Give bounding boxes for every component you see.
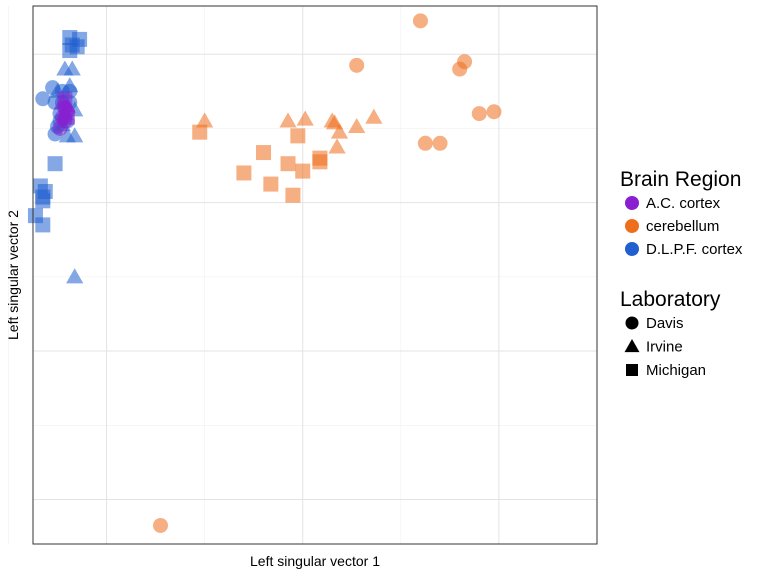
data-point-cerebellum-irvine xyxy=(279,112,297,128)
data-point-cerebellum-michigan xyxy=(236,165,252,181)
legend-label-davis: Davis xyxy=(646,315,684,332)
data-point-cerebellum-davis xyxy=(486,104,502,120)
data-point-a-c-cortex-michigan xyxy=(59,109,75,125)
grid-lines xyxy=(8,6,598,544)
data-point-cerebellum-irvine xyxy=(196,112,214,128)
y-axis-title: Left singular vector 2 xyxy=(5,210,21,340)
legend-key-d-l-p-f-cortex xyxy=(625,242,639,256)
data-point-d-l-p-f-cortex-michigan xyxy=(47,156,63,172)
data-point-cerebellum-michigan xyxy=(290,128,306,144)
legend-key-davis xyxy=(625,316,639,330)
legend-key-irvine xyxy=(624,339,640,353)
data-point-cerebellum-irvine xyxy=(296,110,314,126)
data-point-cerebellum-michigan xyxy=(280,156,296,172)
legend-label-irvine: Irvine xyxy=(646,339,683,356)
data-point-cerebellum-michigan xyxy=(192,124,208,140)
data-point-d-l-p-f-cortex-irvine xyxy=(63,60,81,76)
legend-laboratory: Laboratory Davis Irvine Michigan xyxy=(620,288,721,379)
legend-label-michigan: Michigan xyxy=(646,362,706,379)
data-point-cerebellum-irvine xyxy=(348,117,366,134)
data-point-cerebellum-michigan xyxy=(285,187,301,203)
data-point-cerebellum-davis xyxy=(153,517,169,533)
data-point-d-l-p-f-cortex-michigan xyxy=(62,43,78,59)
legend-label-d-l-p-f-cortex: D.L.P.F. cortex xyxy=(646,241,743,258)
legend-label-cerebellum: cerebellum xyxy=(646,218,719,235)
data-point-d-l-p-f-cortex-irvine xyxy=(66,268,84,284)
plot-panel-border xyxy=(32,5,598,545)
data-point-cerebellum-davis xyxy=(452,61,468,77)
data-point-cerebellum-irvine xyxy=(365,108,383,124)
legend-brain-region-title: Brain Region xyxy=(620,168,741,191)
x-axis-title: Left singular vector 1 xyxy=(250,553,380,569)
data-point-d-l-p-f-cortex-michigan xyxy=(35,193,51,209)
data-point-cerebellum-davis xyxy=(471,106,487,122)
data-point-cerebellum-irvine xyxy=(328,138,346,154)
legend-key-cerebellum xyxy=(625,219,639,233)
data-point-d-l-p-f-cortex-michigan xyxy=(35,217,51,233)
data-point-cerebellum-davis xyxy=(432,135,448,151)
data-point-cerebellum-michigan xyxy=(312,150,328,166)
data-point-a-c-cortex-michigan xyxy=(57,91,73,107)
data-point-cerebellum-irvine xyxy=(330,123,349,139)
legend-label-a-c-cortex: A.C. cortex xyxy=(646,195,721,212)
data-point-cerebellum-davis xyxy=(412,13,428,29)
data-point-d-l-p-f-cortex-irvine xyxy=(61,77,79,93)
data-points xyxy=(27,13,502,533)
data-point-d-l-p-f-cortex-irvine xyxy=(66,127,84,143)
data-point-cerebellum-michigan xyxy=(256,145,272,161)
legend-laboratory-title: Laboratory xyxy=(620,288,721,311)
data-point-cerebellum-michigan xyxy=(263,176,279,192)
legend-key-a-c-cortex xyxy=(625,196,639,210)
legend-key-michigan xyxy=(626,364,638,376)
data-point-cerebellum-michigan xyxy=(295,163,311,179)
data-point-cerebellum-davis xyxy=(349,57,365,73)
legend-brain-region: Brain Region A.C. cortex cerebellum D.L.P.… xyxy=(620,168,743,258)
data-point-d-l-p-f-cortex-davis xyxy=(35,91,51,107)
data-point-cerebellum-davis xyxy=(417,135,433,151)
